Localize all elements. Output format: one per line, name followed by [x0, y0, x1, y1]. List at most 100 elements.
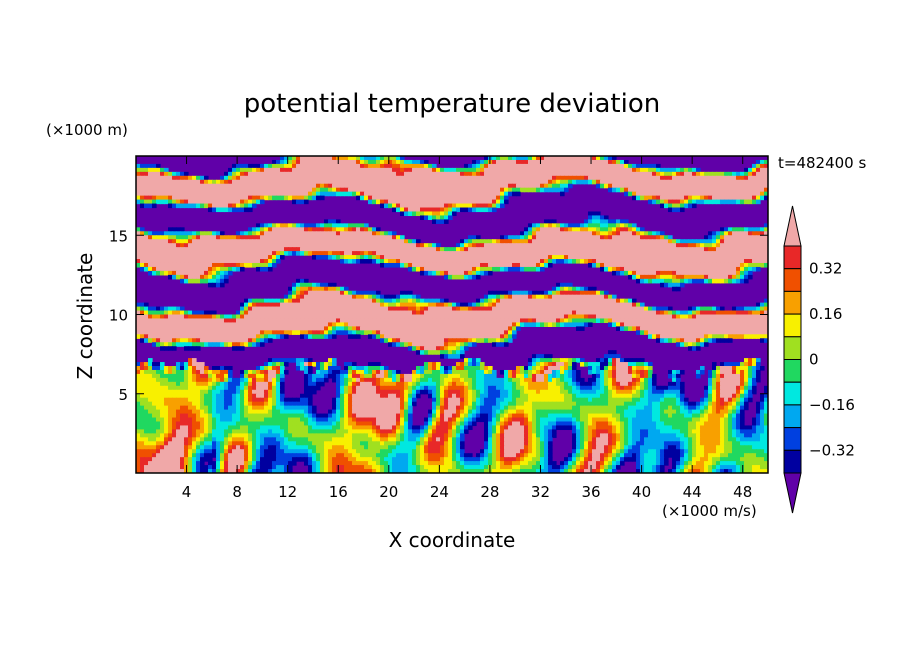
heat-cell [452, 199, 457, 205]
heat-cell [192, 262, 197, 268]
heat-cell [744, 187, 749, 193]
heat-cell [252, 243, 257, 248]
heat-cell [616, 266, 621, 272]
heat-cell [332, 231, 337, 236]
heat-cell [304, 156, 309, 161]
heat-cell [188, 322, 193, 327]
heat-cell [404, 211, 409, 217]
heat-cell [336, 191, 341, 197]
heat-cell [392, 195, 397, 201]
heat-cell [660, 239, 665, 244]
heat-cell [644, 195, 649, 201]
heat-cell [400, 247, 405, 252]
heat-cell [380, 239, 385, 244]
heat-cell [564, 175, 569, 181]
heat-cell [708, 338, 713, 343]
heat-cell [452, 195, 457, 201]
heat-cell [504, 195, 509, 201]
heat-cell [688, 179, 693, 185]
heat-cell [744, 199, 749, 205]
heat-cell [260, 199, 265, 205]
heat-cell [296, 322, 301, 327]
heat-cell [708, 247, 713, 252]
heat-cell [136, 171, 141, 177]
heat-cell [736, 278, 741, 284]
heat-cell [748, 199, 753, 205]
heat-cell [520, 247, 525, 252]
heat-cell [408, 179, 413, 185]
heat-cell [332, 175, 337, 181]
heat-cell [488, 207, 493, 213]
heat-cell [548, 163, 553, 169]
heat-cell [448, 314, 453, 320]
heat-cell [356, 179, 361, 185]
heat-cell [508, 262, 513, 268]
heat-cell [688, 171, 693, 177]
heat-cell [172, 239, 177, 244]
heat-cell [152, 251, 157, 256]
heat-cell [516, 262, 521, 268]
heat-cell [632, 262, 637, 268]
heat-cell [460, 199, 465, 205]
heat-cell [716, 310, 721, 316]
heat-cell [420, 247, 425, 252]
heat-cell [296, 163, 301, 169]
heat-cell [412, 175, 417, 181]
heat-cell [492, 338, 497, 343]
heat-cell [268, 259, 273, 264]
heat-cell [432, 318, 437, 324]
heat-cell [564, 223, 569, 228]
heat-cell [596, 215, 601, 220]
heat-cell [224, 179, 229, 185]
heat-cell [172, 235, 177, 240]
heat-cell [372, 187, 377, 193]
heat-cell [712, 187, 717, 193]
heat-cell [248, 195, 253, 201]
heat-cell [492, 294, 497, 300]
heat-cell [408, 298, 413, 304]
heat-cell [400, 183, 405, 189]
heat-cell [212, 243, 217, 248]
heat-cell [584, 167, 589, 173]
heat-cell [348, 306, 353, 312]
heat-cell [156, 183, 161, 189]
heat-cell [248, 235, 253, 240]
heat-cell [620, 231, 625, 236]
heat-cell [144, 302, 149, 308]
heat-cell [668, 171, 673, 177]
heat-cell [148, 270, 153, 276]
heat-cell [220, 342, 225, 347]
heat-cell [724, 179, 729, 185]
heat-cell [456, 306, 461, 312]
heat-cell [552, 290, 557, 296]
heat-cell [196, 270, 201, 276]
heat-cell [508, 159, 513, 165]
heat-cell [200, 191, 205, 197]
heat-cell [672, 207, 677, 213]
heat-cell [548, 179, 553, 185]
heat-cell [756, 262, 761, 268]
heat-cell [336, 255, 341, 260]
heat-cell [652, 171, 657, 177]
heat-cell [672, 251, 677, 256]
heat-cell [692, 175, 697, 181]
heat-cell [344, 255, 349, 260]
heat-cell [328, 219, 333, 224]
heat-cell [452, 330, 457, 335]
heat-cell [412, 342, 417, 347]
heat-cell [196, 274, 201, 280]
heat-cell [732, 247, 737, 252]
heat-cell [748, 231, 753, 236]
heat-cell [716, 247, 721, 252]
heat-cell [668, 255, 673, 260]
heat-cell [380, 235, 385, 240]
heat-cell [244, 330, 249, 335]
heat-cell [584, 175, 589, 181]
heat-cell [672, 171, 677, 177]
heat-cell [572, 251, 577, 256]
heat-cell [364, 298, 369, 304]
heat-cell [488, 187, 493, 193]
heat-cell [508, 318, 513, 324]
heat-cell [284, 183, 289, 189]
heat-cell [260, 175, 265, 181]
